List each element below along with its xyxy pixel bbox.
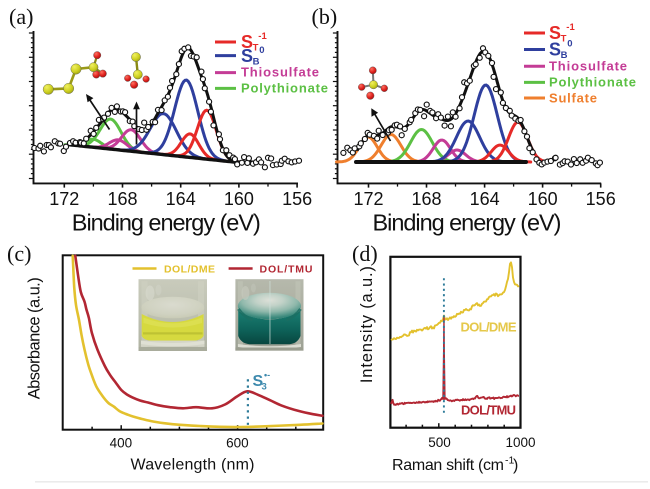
svg-text:Intensity (a.u.): Intensity (a.u.) — [358, 266, 376, 383]
svg-text:156: 156 — [586, 189, 616, 209]
svg-text:T: T — [253, 43, 259, 54]
svg-text:600: 600 — [226, 436, 249, 451]
svg-text:T: T — [561, 34, 567, 45]
svg-text:0: 0 — [567, 39, 572, 50]
svg-text:S: S — [549, 40, 561, 60]
svg-text:S: S — [253, 373, 264, 390]
svg-text:(d): (d) — [352, 241, 378, 266]
svg-text:DOL/DME: DOL/DME — [461, 320, 517, 335]
svg-text:DOL/TMU: DOL/TMU — [260, 264, 313, 276]
svg-text:Polythionate: Polythionate — [549, 75, 636, 90]
svg-text:-1: -1 — [258, 31, 267, 42]
svg-text:-1: -1 — [566, 22, 575, 33]
svg-text:Raman shift (cm: Raman shift (cm — [392, 457, 504, 474]
svg-text:500: 500 — [428, 435, 451, 450]
svg-text:1000: 1000 — [505, 435, 535, 450]
svg-text:Absorbance (a.u.): Absorbance (a.u.) — [26, 277, 44, 399]
svg-text:Binding energy (eV): Binding energy (eV) — [72, 209, 261, 235]
svg-text:B: B — [253, 57, 260, 68]
svg-text:DOL/DME: DOL/DME — [164, 264, 215, 276]
svg-text:): ) — [513, 457, 518, 474]
svg-text:B: B — [561, 50, 568, 61]
svg-text:156: 156 — [282, 189, 312, 209]
svg-text:-1: -1 — [505, 455, 514, 467]
svg-text:DOL/TMU: DOL/TMU — [461, 403, 516, 418]
svg-text:(c): (c) — [7, 241, 31, 266]
svg-text:(b): (b) — [312, 4, 338, 29]
svg-text:•-: •- — [264, 370, 270, 380]
svg-text:168: 168 — [411, 189, 441, 209]
svg-text:Wavelength (nm): Wavelength (nm) — [131, 457, 255, 474]
svg-text:160: 160 — [224, 189, 254, 209]
svg-text:172: 172 — [49, 189, 79, 209]
svg-text:(a): (a) — [9, 4, 33, 29]
svg-text:164: 164 — [470, 189, 500, 209]
svg-text:Thiosulfate: Thiosulfate — [241, 65, 319, 80]
svg-text:Polythionate: Polythionate — [241, 80, 328, 95]
svg-text:172: 172 — [353, 189, 383, 209]
svg-text:160: 160 — [528, 189, 558, 209]
svg-text:0: 0 — [259, 45, 264, 56]
svg-text:3: 3 — [262, 382, 267, 393]
svg-text:S: S — [549, 23, 561, 43]
svg-text:S: S — [241, 32, 253, 52]
svg-text:Binding energy (eV): Binding energy (eV) — [373, 209, 562, 235]
svg-text:Sulfate: Sulfate — [549, 90, 597, 105]
svg-text:400: 400 — [110, 436, 133, 451]
svg-text:S: S — [241, 46, 253, 66]
svg-text:164: 164 — [166, 189, 196, 209]
svg-text:Thiosulfate: Thiosulfate — [549, 59, 627, 74]
svg-text:168: 168 — [107, 189, 137, 209]
